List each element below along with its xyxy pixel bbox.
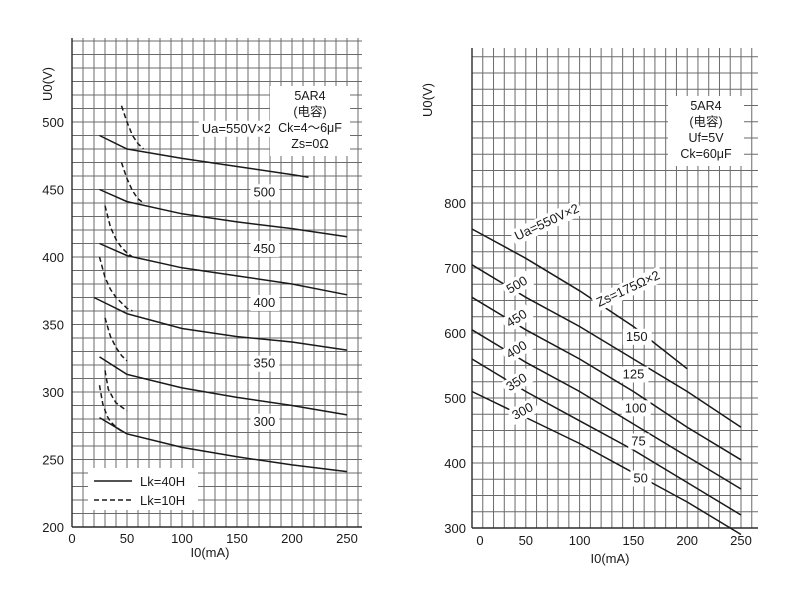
label-backdrop bbox=[500, 367, 534, 397]
curve-label: 500 bbox=[254, 184, 276, 199]
y-tick-label: 350 bbox=[42, 318, 64, 333]
curve-lk40h bbox=[93, 296, 348, 351]
x-tick-label: 250 bbox=[336, 531, 358, 546]
label-backdrop bbox=[619, 366, 649, 383]
chart-right: Ua=550V×2500450400350300Zs=175Ω×21501251… bbox=[420, 48, 758, 566]
x-tick-label: 0 bbox=[68, 531, 75, 546]
curve-lk40h bbox=[99, 242, 348, 296]
label-backdrop bbox=[509, 199, 584, 246]
y-tick-label: 500 bbox=[444, 391, 466, 406]
x-tick-label: 100 bbox=[171, 531, 193, 546]
impedance-label: 150 bbox=[626, 329, 648, 344]
y-tick-label: 800 bbox=[444, 196, 466, 211]
impedance-label: 75 bbox=[631, 433, 645, 448]
tick-labels: 0 50 100 150 200 250 500 450 400 350 300 250 200 bbox=[42, 115, 358, 546]
label-backdrop bbox=[250, 184, 280, 201]
info-line: Zs=0Ω bbox=[291, 137, 328, 151]
y-tick-label: 250 bbox=[42, 453, 64, 468]
label-backdrop bbox=[622, 328, 652, 345]
curve-label: 450 bbox=[254, 241, 276, 256]
impedance-label: 50 bbox=[633, 471, 647, 486]
info-line: Ck=60μF bbox=[680, 147, 732, 161]
curve-lk40h bbox=[99, 188, 348, 238]
info-line: 5AR4 bbox=[294, 89, 325, 103]
impedance-label: 100 bbox=[625, 400, 647, 415]
impedance-label: 125 bbox=[623, 367, 645, 382]
curve-lk10h bbox=[104, 317, 128, 362]
y-axis-title: U0(V) bbox=[40, 67, 55, 101]
y-axis-title: U0(V) bbox=[420, 83, 435, 117]
curve-lk10h bbox=[120, 105, 145, 150]
x-axis-title: I0(mA) bbox=[591, 551, 630, 566]
y-tick-label: 200 bbox=[42, 520, 64, 535]
y-tick-label: 400 bbox=[444, 456, 466, 471]
y-tick-label: 300 bbox=[444, 521, 466, 536]
info-box: 5AR4 (电容) Ck=4～6μF Zs=0Ω bbox=[270, 86, 350, 156]
x-tick-label: 250 bbox=[730, 533, 752, 548]
label-backdrop bbox=[621, 400, 651, 417]
y-tick-label: 450 bbox=[42, 183, 64, 198]
label-backdrop bbox=[250, 294, 280, 311]
legend: Lk=40H Lk=10H bbox=[88, 468, 198, 510]
grid bbox=[71, 38, 362, 528]
x-tick-label: 150 bbox=[226, 531, 248, 546]
curve-lk10h bbox=[104, 205, 133, 258]
info-line: (电容) bbox=[689, 114, 722, 129]
legend-label: Lk=40H bbox=[140, 474, 185, 489]
curve-group: Ua=550V×2500450400350300Zs=175Ω×21501251… bbox=[471, 199, 742, 536]
curve-label: 300 bbox=[254, 414, 276, 429]
info-line: Uf=5V bbox=[688, 131, 724, 145]
curve-label: 350 bbox=[254, 356, 276, 371]
curve-group: Ua=550V×2 500 450 400 350 300 bbox=[93, 105, 348, 473]
info-line: Ck=4～6μF bbox=[278, 121, 342, 135]
x-tick-label: 150 bbox=[623, 533, 645, 548]
label-backdrop bbox=[506, 397, 540, 426]
y-tick-label: 500 bbox=[42, 115, 64, 130]
y-tick-label: 700 bbox=[444, 261, 466, 276]
x-tick-label: 50 bbox=[120, 531, 134, 546]
curve-lk10h bbox=[104, 370, 128, 412]
label-backdrop bbox=[250, 413, 280, 430]
label-backdrop bbox=[198, 120, 274, 137]
tick-labels: 0 50 100 150 200 250 800 700 600 500 400 300 bbox=[444, 196, 752, 548]
info-line: 5AR4 bbox=[690, 99, 721, 113]
impedance-label: Zs=175Ω×2 bbox=[594, 267, 662, 309]
x-tick-label: 100 bbox=[569, 533, 591, 548]
x-tick-label: 200 bbox=[281, 531, 303, 546]
label-backdrop bbox=[501, 270, 535, 299]
curve-label: 400 bbox=[254, 295, 276, 310]
label-backdrop bbox=[500, 335, 534, 364]
curve-lk10h bbox=[98, 256, 133, 312]
curve-lk10h bbox=[98, 385, 122, 432]
y-tick-label: 400 bbox=[42, 250, 64, 265]
label-backdrop bbox=[630, 470, 652, 487]
x-axis-title: I0(mA) bbox=[191, 545, 230, 560]
curve-lk40h bbox=[99, 416, 348, 473]
curve-lk10h bbox=[120, 162, 144, 204]
label-backdrop bbox=[250, 355, 280, 372]
x-tick-label: 200 bbox=[676, 533, 698, 548]
y-tick-label: 300 bbox=[42, 385, 64, 400]
label-backdrop bbox=[628, 433, 650, 450]
label-backdrop bbox=[591, 265, 666, 312]
chart-left: Ua=550V×2 500 450 400 350 300 0 50 100 150 200 250… bbox=[40, 38, 362, 560]
curve-label: Ua=550V×2 bbox=[512, 200, 581, 243]
info-box: 5AR4 (电容) Uf=5V Ck=60μF bbox=[668, 96, 744, 166]
x-tick-label: 0 bbox=[476, 533, 483, 548]
curve-label: Ua=550V×2 bbox=[202, 121, 271, 136]
x-tick-label: 50 bbox=[519, 533, 533, 548]
label-backdrop bbox=[500, 303, 534, 333]
legend-label: Lk=10H bbox=[140, 493, 185, 508]
curve-lk40h bbox=[99, 356, 348, 416]
curve-lk40h bbox=[99, 134, 309, 179]
label-backdrop bbox=[250, 240, 280, 257]
info-line: (电容) bbox=[293, 104, 326, 119]
y-tick-label: 600 bbox=[444, 326, 466, 341]
